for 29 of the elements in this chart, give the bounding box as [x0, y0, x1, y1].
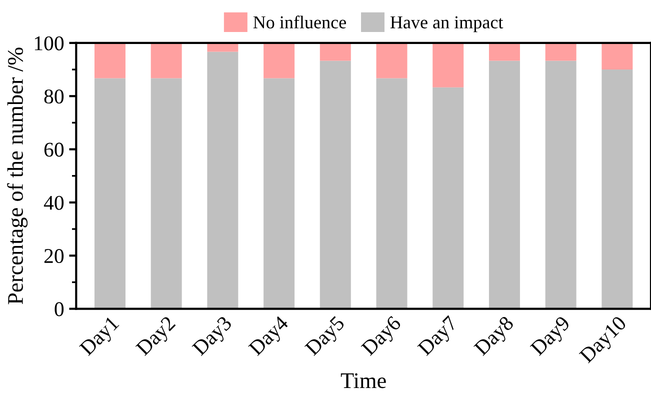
bar	[376, 78, 408, 309]
bar	[264, 78, 295, 309]
bar	[488, 60, 520, 309]
bar	[545, 42, 576, 61]
bar	[376, 42, 408, 78]
bar	[432, 87, 464, 309]
bar	[432, 42, 464, 88]
bar	[320, 60, 351, 309]
bar	[545, 60, 576, 309]
bar	[264, 42, 295, 78]
y-tick-label: 0	[54, 302, 64, 316]
y-tick-label: 60	[44, 142, 64, 157]
bar	[602, 42, 633, 70]
bar	[94, 42, 126, 78]
bar	[488, 42, 520, 61]
legend-label: Have an impact	[390, 16, 504, 32]
bar	[150, 78, 182, 309]
y-tick-label: 80	[44, 89, 64, 104]
bar	[602, 70, 633, 309]
y-tick-label: 100	[34, 36, 64, 50]
bar	[207, 52, 238, 309]
bar	[94, 78, 126, 309]
bar	[150, 42, 182, 78]
y-tick-label: 20	[44, 249, 64, 264]
legend-label: No influence	[253, 16, 346, 28]
bar	[320, 42, 351, 61]
y-axis-title: Percentage of the number /%	[7, 48, 28, 304]
x-axis-title: Time	[340, 373, 386, 388]
y-tick-label: 40	[44, 196, 64, 210]
